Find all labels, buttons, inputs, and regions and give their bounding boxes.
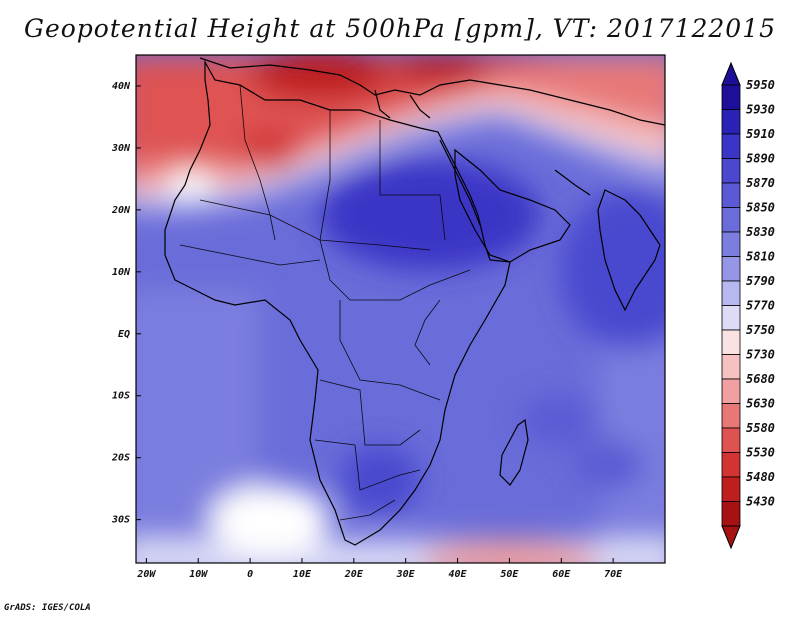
lat-tick-label: 20S: [111, 453, 130, 464]
colorbar-label: 5950: [746, 78, 775, 92]
lon-tick-label: 70E: [604, 569, 623, 580]
colorbar-swatch: [721, 403, 741, 429]
colorbar-label: 5630: [746, 397, 775, 411]
colorbar-swatch: [721, 501, 741, 527]
colorbar-label: 5930: [746, 103, 775, 117]
colorbar-label: 5530: [746, 446, 775, 460]
colorbar-swatch: [721, 133, 741, 159]
lon-tick-label: 30E: [396, 569, 416, 580]
colorbar-label: 5890: [746, 152, 775, 166]
colorbar-swatch: [721, 354, 741, 380]
colorbar-label: 5750: [746, 323, 775, 337]
map-title: Geopotential Height at 500hPa [gpm], VT:…: [23, 14, 777, 43]
country-borders: [179, 84, 471, 521]
colorbar-top-arrow: [721, 61, 741, 86]
colorbar-swatch: [721, 158, 741, 184]
colorbar-label: 5480: [746, 470, 775, 484]
colorbar-swatch: [721, 182, 741, 208]
colorbar-swatch: [721, 305, 741, 331]
lon-tick-label: 40E: [449, 569, 468, 580]
colorbar-swatch: [721, 231, 741, 257]
lat-tick-label: 40N: [112, 81, 131, 92]
colorbar-label: 5580: [746, 421, 775, 435]
lon-tick-label: 20E: [344, 569, 364, 580]
colorbar-label: 5790: [746, 274, 775, 288]
lon-tick-label: 20W: [136, 569, 156, 580]
colorbar-bottom-arrow: [721, 525, 741, 550]
lon-tick-label: 0: [247, 569, 253, 580]
colorbar-swatch: [721, 280, 741, 306]
colorbar-label: 5830: [746, 225, 775, 239]
colorbar-label: 5770: [746, 299, 775, 313]
lat-tick-label: EQ: [118, 329, 130, 340]
colorbar-swatch: [721, 109, 741, 135]
colorbar-swatch: [721, 207, 741, 233]
map-axes: 20W 10W 0 10E 20E 30E 40E 50E 60E 70E 40N 30N 20N 10N…: [111, 81, 623, 580]
colorbar-swatch: [721, 256, 741, 282]
colorbar-label: 5730: [746, 348, 775, 362]
coastlines: [164, 57, 665, 546]
lon-tick-label: 50E: [500, 569, 519, 580]
colorbar-label: 5850: [746, 201, 775, 215]
lon-tick-label: 10E: [293, 569, 312, 580]
height-field: [136, 55, 665, 563]
colorbar: 5950 5930 5910 5890 5870 5850 5830 5810 5790 5770…: [721, 61, 775, 550]
lat-tick-label: 10S: [112, 391, 130, 402]
colorbar-swatch: [721, 476, 741, 502]
colorbar-label: 5680: [746, 372, 775, 386]
colorbar-swatch: [721, 427, 741, 453]
lat-tick-label: 20N: [111, 205, 131, 216]
lon-tick-label: 60E: [552, 569, 571, 580]
lat-tick-label: 30S: [111, 515, 130, 526]
lat-tick-label: 10N: [112, 267, 131, 278]
colorbar-swatch: [721, 84, 741, 110]
colorbar-swatch: [721, 329, 741, 355]
lat-tick-label: 30N: [111, 143, 131, 154]
colorbar-swatch: [721, 452, 741, 478]
colorbar-label: 5430: [746, 495, 775, 509]
lon-tick-label: 10W: [189, 569, 208, 580]
colorbar-label: 5870: [746, 176, 775, 190]
grads-credit: GrADS: IGES/COLA: [4, 603, 91, 613]
colorbar-label: 5810: [746, 250, 775, 264]
colorbar-swatch: [721, 378, 741, 404]
plot-frame: [135, 54, 666, 564]
colorbar-label: 5910: [746, 127, 775, 141]
